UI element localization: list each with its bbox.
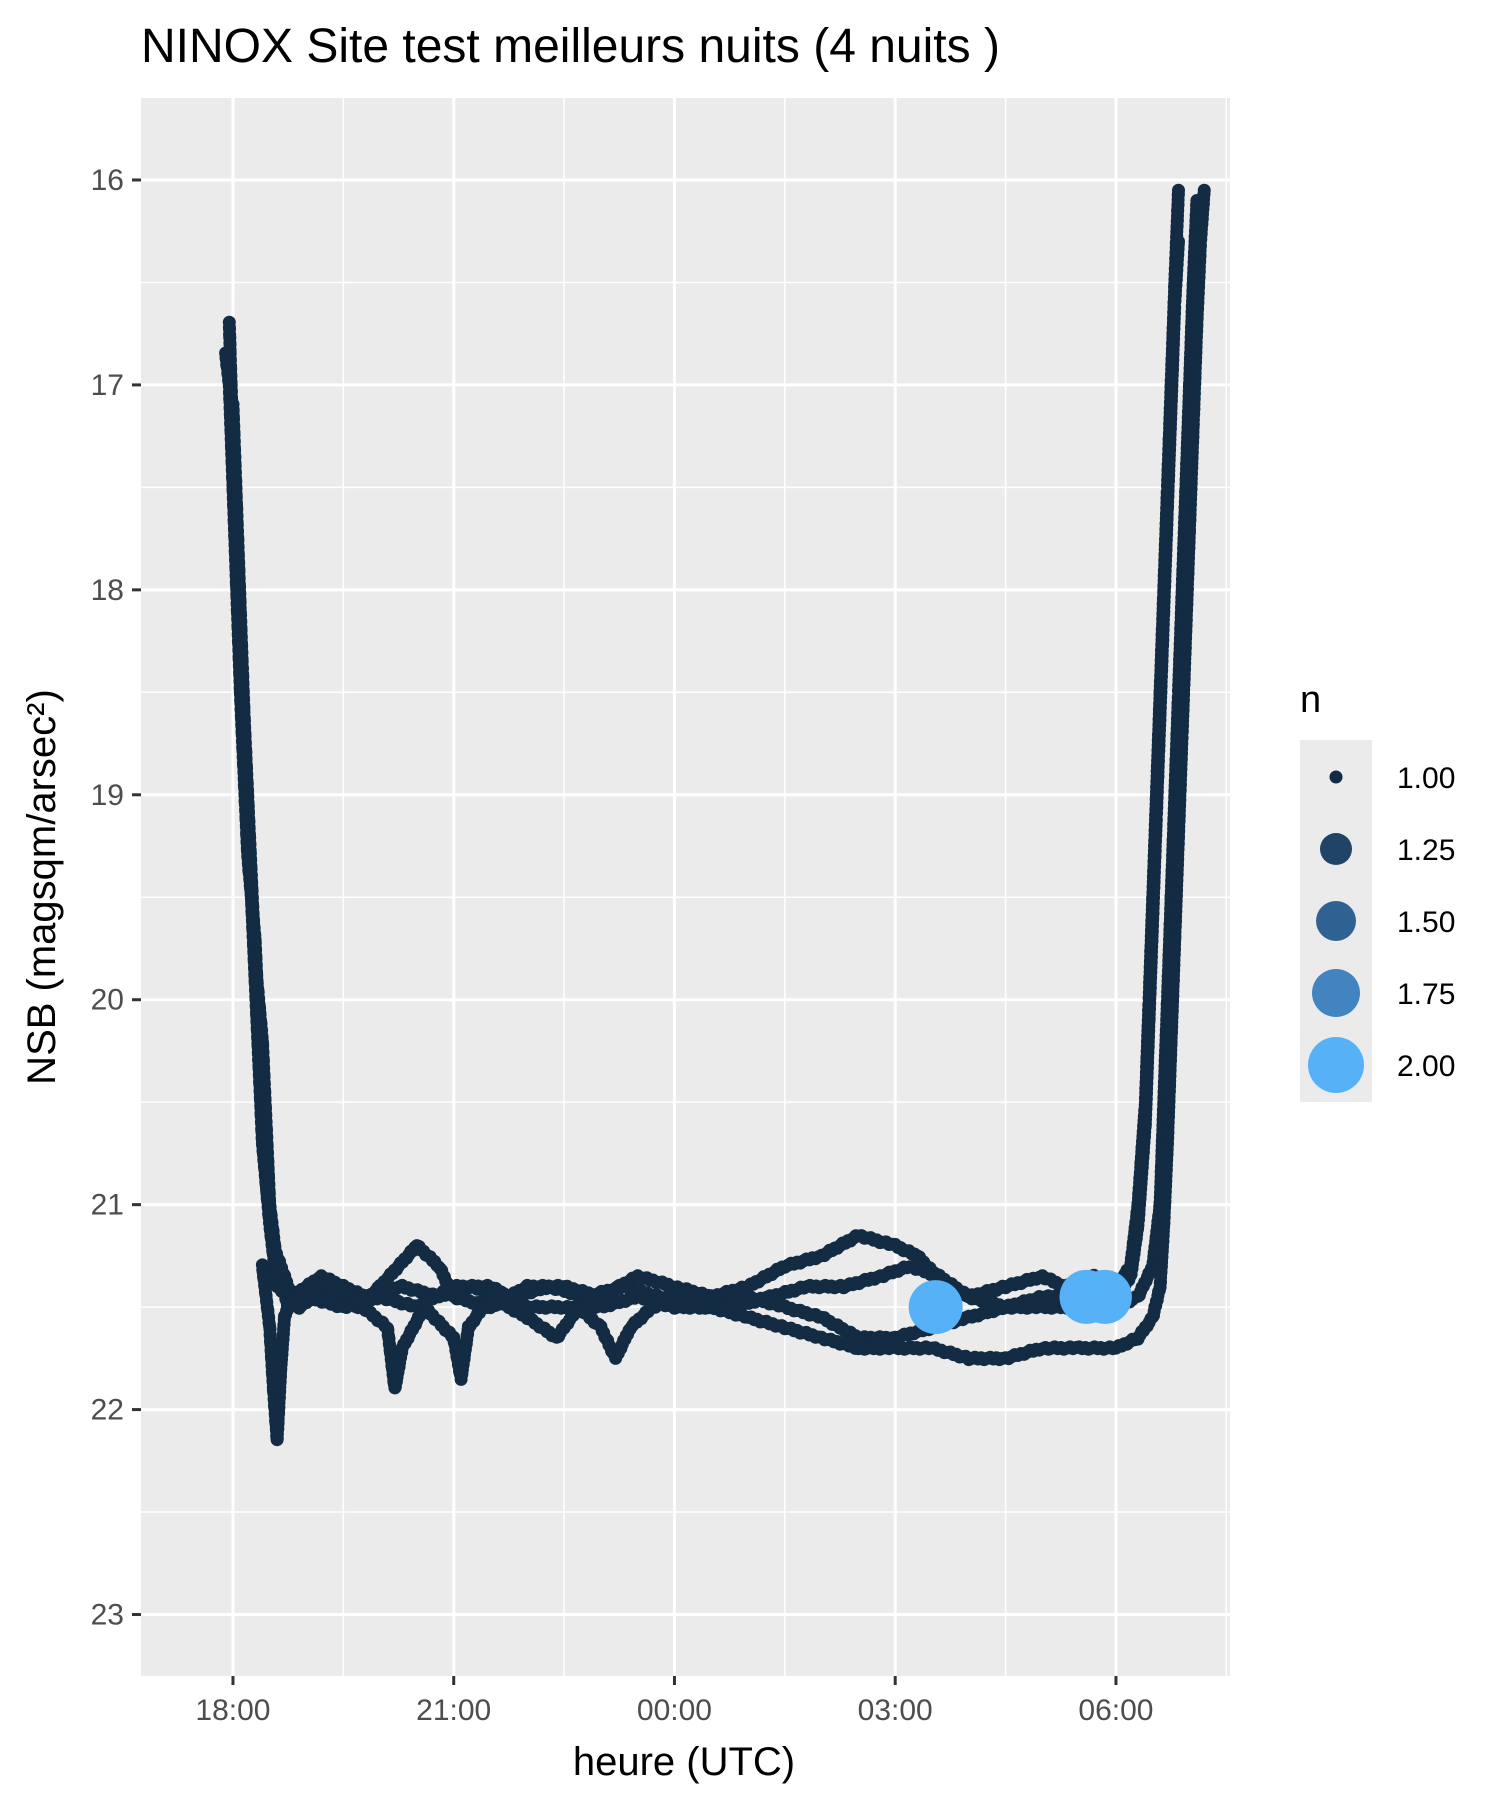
plot-background	[141, 98, 1230, 1676]
x-axis: 18:00 21:00 00:00 03:00 06:00	[195, 1676, 1153, 1727]
grid-lines	[141, 98, 1230, 1676]
legend-keys: 1.00 1.25 1.50 1.75 2.00	[1308, 762, 1455, 1093]
y-axis: 16 17 18 19 20 21 22 23	[91, 164, 141, 1632]
legend: n 1.00 1.25 1.50 1.75 2.00	[1300, 679, 1455, 1102]
legend-label: 2.00	[1397, 1050, 1455, 1083]
x-tick-label: 21:00	[416, 1694, 491, 1727]
data-points	[219, 183, 1211, 1447]
legend-key-circle	[1320, 833, 1352, 865]
legend-label: 1.75	[1397, 978, 1455, 1011]
legend-label: 1.50	[1397, 906, 1455, 939]
plot-panel	[141, 98, 1230, 1676]
chart-title: NINOX Site test meilleurs nuits (4 nuits…	[141, 20, 1000, 73]
legend-key-circle	[1329, 770, 1343, 784]
legend-title: n	[1300, 679, 1321, 721]
data-point-n2	[908, 1280, 963, 1335]
x-tick-label: 03:00	[858, 1694, 933, 1727]
x-tick-label: 00:00	[637, 1694, 712, 1727]
y-tick-label: 23	[91, 1599, 124, 1632]
y-tick-label: 20	[91, 984, 124, 1017]
legend-key-circle	[1308, 1037, 1364, 1093]
y-tick-label: 17	[91, 369, 124, 402]
data-point	[1171, 183, 1185, 197]
data-point-n2	[1077, 1269, 1132, 1324]
y-tick-label: 22	[91, 1394, 124, 1427]
data-point	[1197, 183, 1211, 197]
y-tick-label: 18	[91, 574, 124, 607]
y-tick-label: 21	[91, 1189, 124, 1222]
x-tick-label: 18:00	[195, 1694, 270, 1727]
legend-key-circle	[1316, 901, 1356, 941]
x-axis-title: heure (UTC)	[573, 1740, 795, 1784]
y-axis-title: NSB (magsqm/arsec²)	[20, 689, 64, 1085]
data-point	[1171, 234, 1185, 248]
y-tick-label: 19	[91, 779, 124, 812]
legend-key-circle	[1312, 969, 1360, 1017]
legend-label: 1.00	[1397, 762, 1455, 795]
legend-label: 1.25	[1397, 834, 1455, 867]
x-tick-label: 06:00	[1078, 1694, 1153, 1727]
y-tick-label: 16	[91, 164, 124, 197]
